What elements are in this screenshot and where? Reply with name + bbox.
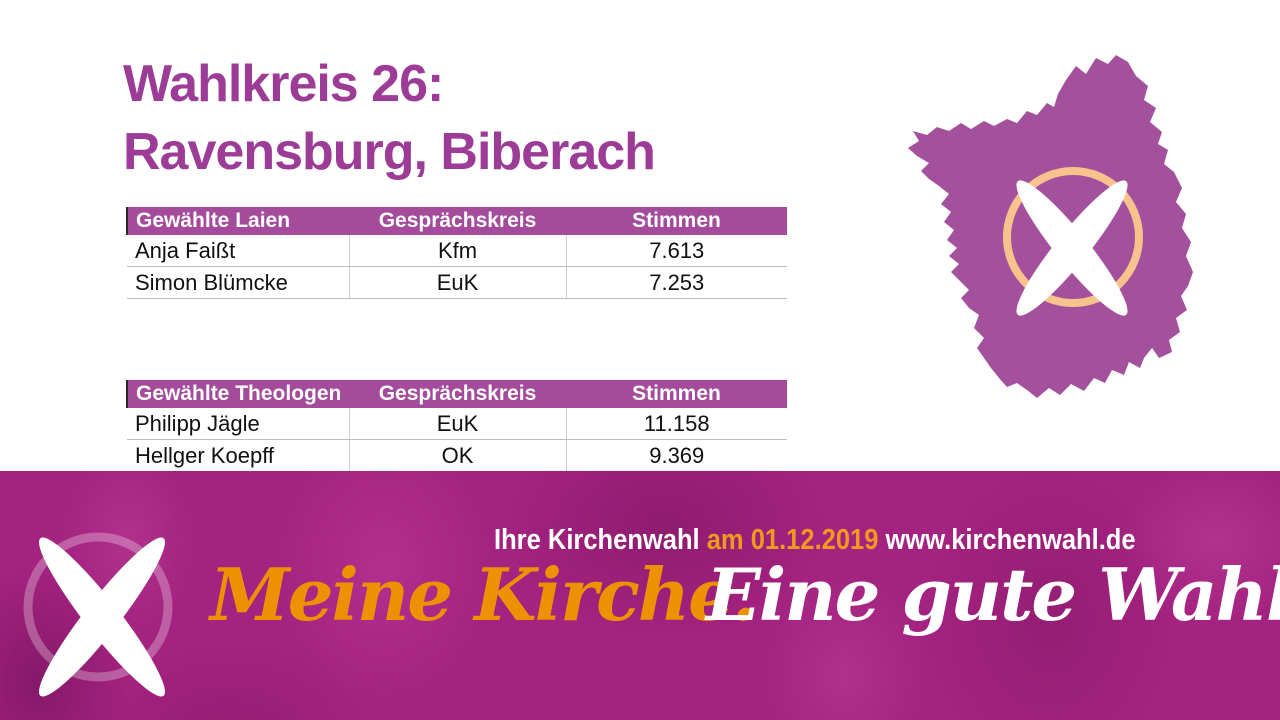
page-title-line2: Ravensburg, Biberach — [123, 123, 656, 181]
page-title-line1: Wahlkreis 26: — [123, 55, 444, 113]
slogan-meine-kirche: Meine Kirche. — [210, 552, 757, 637]
campaign-banner: Ihre Kirchenwahl am 01.12.2019 www.kirch… — [0, 471, 1280, 720]
table-laien-header-circle: Gesprächskreis — [349, 207, 566, 235]
table-row: Philipp Jägle EuK 11.158 — [127, 408, 787, 440]
district-map — [900, 52, 1205, 404]
table-row: Hellger Koepff OK 9.369 — [127, 439, 787, 472]
table-laien-header-votes: Stimmen — [566, 207, 787, 235]
table-theologen-header-votes: Stimmen — [566, 380, 787, 408]
table-theologen-header-row: Gewählte Theologen Gesprächskreis Stimme… — [126, 380, 787, 408]
laien-row2-votes: 7.253 — [565, 266, 787, 299]
laien-row2-name: Simon Blümcke — [127, 266, 349, 299]
banner-info-line: Ihre Kirchenwahl am 01.12.2019 www.kirch… — [494, 524, 1136, 557]
theologen-row2-circle: OK — [348, 439, 566, 472]
banner-ballot-x-logo — [23, 532, 173, 697]
ballot-x-icon — [38, 537, 166, 697]
laien-row2-circle: EuK — [348, 266, 566, 299]
table-laien-header-name: Gewählte Laien — [126, 207, 349, 235]
theologen-row1-circle: EuK — [348, 408, 566, 440]
table-theologen: Gewählte Theologen Gesprächskreis Stimme… — [126, 380, 787, 472]
table-row: Simon Blümcke EuK 7.253 — [127, 266, 787, 299]
table-row: Anja Faißt Kfm 7.613 — [127, 235, 787, 267]
page-title: Wahlkreis 26: Ravensburg, Biberach — [123, 50, 656, 186]
table-laien: Gewählte Laien Gesprächskreis Stimmen An… — [126, 207, 787, 299]
theologen-row1-name: Philipp Jägle — [127, 408, 349, 440]
table-theologen-header-circle: Gesprächskreis — [349, 380, 566, 408]
ballot-x-icon — [1016, 180, 1128, 316]
banner-info-url: www.kirchenwahl.de — [885, 524, 1136, 556]
circle-mark-icon — [1003, 167, 1143, 307]
theologen-row2-votes: 9.369 — [565, 439, 787, 472]
banner-info-brand: Ihre Kirchenwahl — [494, 524, 707, 556]
circle-mark-icon — [23, 532, 173, 682]
theologen-row2-name: Hellger Koepff — [127, 439, 349, 472]
theologen-row1-votes: 11.158 — [565, 408, 787, 440]
laien-row1-name: Anja Faißt — [127, 235, 349, 267]
laien-row1-circle: Kfm — [348, 235, 566, 267]
slogan-eine-gute-wahl: Eine gute Wahl. — [706, 552, 1280, 637]
banner-info-date: am 01.12.2019 — [706, 524, 886, 556]
table-theologen-header-name: Gewählte Theologen — [126, 380, 349, 408]
table-laien-header-row: Gewählte Laien Gesprächskreis Stimmen — [126, 207, 787, 235]
laien-row1-votes: 7.613 — [565, 235, 787, 267]
